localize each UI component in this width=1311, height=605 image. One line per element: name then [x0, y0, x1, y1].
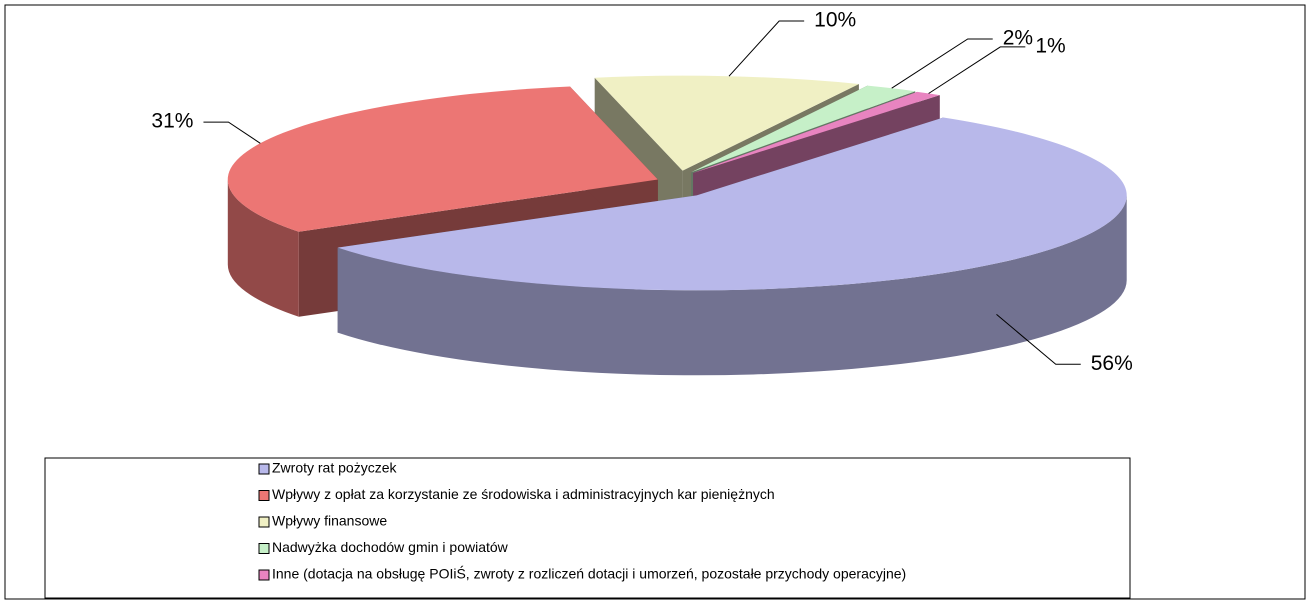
- data-label: 31%: [151, 110, 193, 133]
- legend-swatch: [258, 516, 270, 528]
- legend-swatch: [258, 569, 270, 581]
- slice: [337, 117, 1127, 291]
- slice-wall: [227, 179, 299, 317]
- legend-label: Inne (dotacja na obsługę POIiŚ, zwroty z…: [272, 565, 906, 582]
- leader-line: [928, 46, 1026, 94]
- leader-line: [203, 121, 261, 144]
- legend-label: Wpływy z opłat za korzystanie ze środowi…: [272, 486, 775, 502]
- leader-line: [891, 38, 993, 89]
- data-label: 10%: [814, 9, 856, 32]
- legend-swatch: [258, 463, 270, 475]
- legend-swatch: [258, 543, 270, 554]
- slice: [227, 86, 658, 232]
- legend-box: [44, 457, 1131, 599]
- legend-label: Zwroty rat pożyczek: [272, 460, 397, 476]
- data-label: 2%: [1003, 27, 1033, 50]
- slice: [594, 75, 859, 171]
- legend-swatch: [258, 490, 270, 501]
- slice: [691, 85, 916, 173]
- data-label: 1%: [1035, 34, 1065, 57]
- legend-label: Wpływy finansowe: [272, 513, 387, 529]
- leader-line: [996, 314, 1081, 365]
- slice-wall: [337, 195, 1127, 376]
- leader-line: [728, 20, 805, 77]
- slice: [693, 91, 940, 173]
- data-label: 56%: [1091, 352, 1133, 375]
- legend-label: Nadwyżka dochodów gmin i powiatów: [272, 539, 509, 555]
